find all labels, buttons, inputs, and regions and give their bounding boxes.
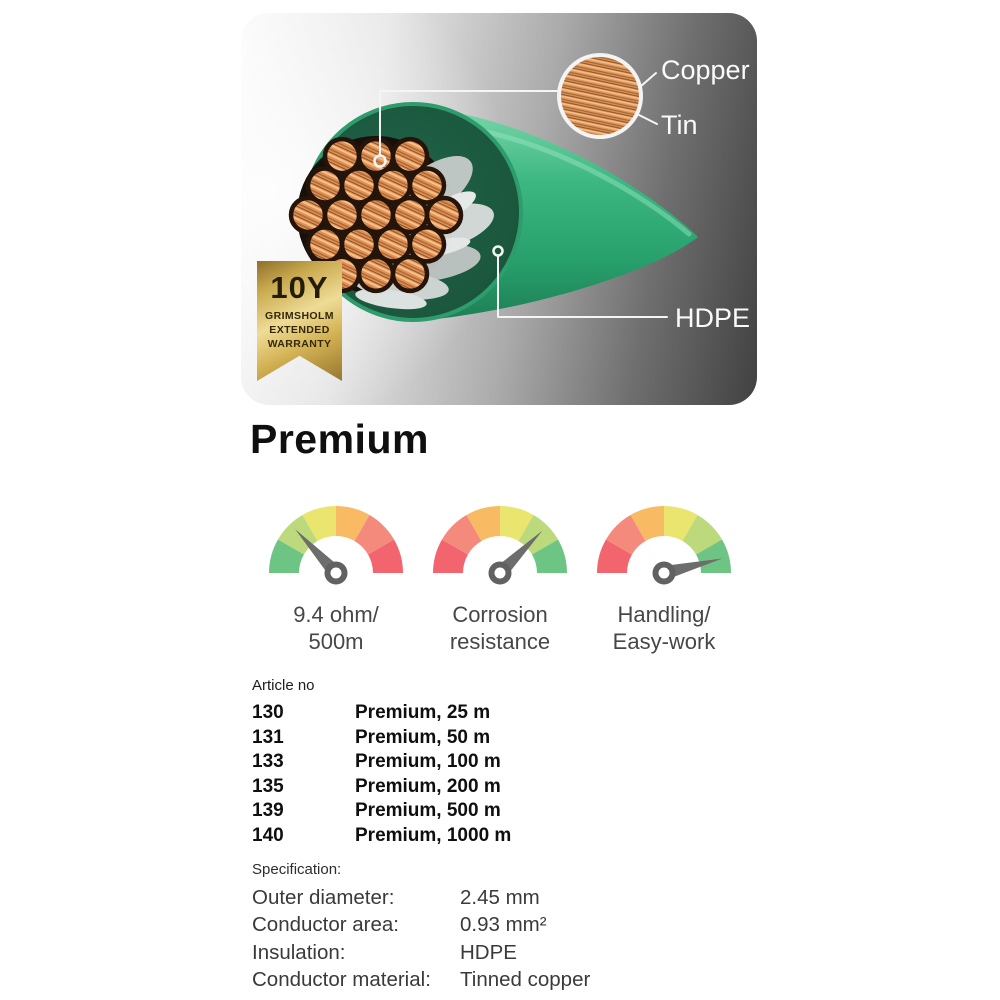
specification-header: Specification: [252, 861, 342, 878]
article-row: 135 Premium, 200 m [252, 775, 511, 800]
article-list-header: Article no [252, 677, 315, 694]
article-no: 133 [252, 751, 284, 773]
spec-value: 0.93 mm² [460, 913, 547, 937]
gauge-label-line: 9.4 ohm/ [293, 602, 379, 627]
spec-value: HDPE [460, 940, 517, 964]
article-no: 140 [252, 824, 284, 846]
hdpe-label: HDPE [675, 303, 750, 333]
article-row: 139 Premium, 500 m [252, 799, 511, 824]
warranty-years: 10Y [270, 270, 329, 305]
article-row: 140 Premium, 1000 m [252, 824, 511, 849]
callout-leader-lines [373, 72, 668, 318]
article-row: 130 Premium, 25 m [252, 701, 511, 726]
spec-label: Outer diameter: [252, 886, 395, 909]
gauge-arc [269, 506, 403, 573]
spec-label: Conductor area: [252, 913, 400, 937]
strand-inset-circle [557, 53, 643, 139]
gauge-label-handling: Handling/ Easy-work [554, 601, 774, 655]
spec-row: Insulation: HDPE [252, 939, 590, 966]
article-name: Premium, 1000 m [355, 824, 512, 846]
gauge-label-line: resistance [449, 629, 551, 654]
gauge-label-line: Easy-work [612, 629, 716, 654]
gauge-hub [652, 561, 676, 585]
article-list: Article no 130 Premium, 25 m 131 Premium… [252, 677, 511, 849]
spec-value: 2.45 mm [460, 886, 540, 909]
gauge-label-resistance: 9.4 ohm/ 500m [226, 601, 446, 655]
article-name: Premium, 500 m [355, 800, 501, 822]
gauge-label-line: Handling/ [617, 602, 711, 627]
article-no: 139 [252, 800, 284, 822]
article-no: 135 [252, 775, 284, 797]
spec-label: Insulation: [252, 940, 346, 964]
page-title: Premium [250, 416, 429, 462]
copper-strands [288, 136, 464, 294]
tin-label: Tin [661, 110, 698, 140]
specification-section: Specification: Outer diameter: 2.45 mm C… [252, 861, 590, 994]
gauge-handling [597, 506, 731, 585]
warranty-line3: WARRANTY [267, 338, 332, 350]
gauge-hub [488, 561, 512, 585]
gauge-hub [324, 561, 348, 585]
spec-value: Tinned copper [460, 968, 591, 992]
warranty-line2: EXTENDED [269, 324, 330, 336]
article-name: Premium, 25 m [355, 702, 491, 723]
spec-row: Outer diameter: 2.45 mm [252, 884, 590, 911]
gauge-label-line: Corrosion [452, 602, 548, 627]
article-row: 131 Premium, 50 m [252, 726, 511, 751]
spec-row: Conductor area: 0.93 mm² [252, 911, 590, 938]
callout-labels: Copper Tin HDPE [661, 55, 750, 333]
copper-label: Copper [661, 55, 750, 85]
gauge-resistance [269, 506, 403, 585]
spec-row: Conductor material: Tinned copper [252, 966, 590, 993]
article-no: 131 [252, 726, 284, 748]
spec-label: Conductor material: [252, 968, 431, 992]
article-name: Premium, 100 m [355, 751, 501, 773]
article-name: Premium, 50 m [355, 726, 491, 748]
gauge-corrosion [433, 506, 567, 585]
article-row: 133 Premium, 100 m [252, 750, 511, 775]
article-no: 130 [252, 702, 284, 723]
gauge-label-line: 500m [308, 629, 364, 654]
article-name: Premium, 200 m [355, 775, 501, 797]
warranty-brand: GRIMSHOLM [265, 310, 334, 322]
cable-illustration: Copper Tin HDPE [288, 53, 750, 333]
gauge-label-corrosion: Corrosion resistance [390, 601, 610, 655]
